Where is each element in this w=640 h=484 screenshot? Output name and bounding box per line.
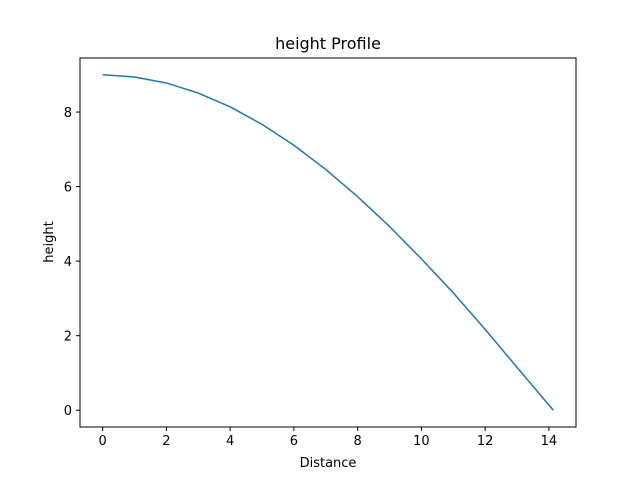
- x-axis-label: Distance: [300, 456, 357, 471]
- y-tick-label: 8: [64, 106, 72, 121]
- chart-title: height Profile: [275, 34, 381, 53]
- y-axis-label: height: [42, 221, 57, 262]
- plot-area: 0 2 4 6 8 10 12 14 0 2 4 6 8: [64, 57, 577, 449]
- x-tick-label: 10: [413, 434, 430, 449]
- x-tick-label: 14: [541, 434, 558, 449]
- y-tick-label: 4: [64, 255, 72, 270]
- y-tick-label: 0: [64, 404, 72, 419]
- x-tick-label: 12: [477, 434, 494, 449]
- x-tick-label: 8: [354, 434, 362, 449]
- axes-frame: [79, 57, 577, 428]
- x-tick-label: 4: [226, 434, 234, 449]
- x-tick-label: 6: [290, 434, 298, 449]
- y-tick-label: 6: [64, 181, 72, 196]
- x-tick-label: 2: [162, 434, 170, 449]
- x-tick-label: 0: [98, 434, 106, 449]
- y-tick-label: 2: [64, 330, 72, 345]
- series-line-0: [102, 74, 554, 411]
